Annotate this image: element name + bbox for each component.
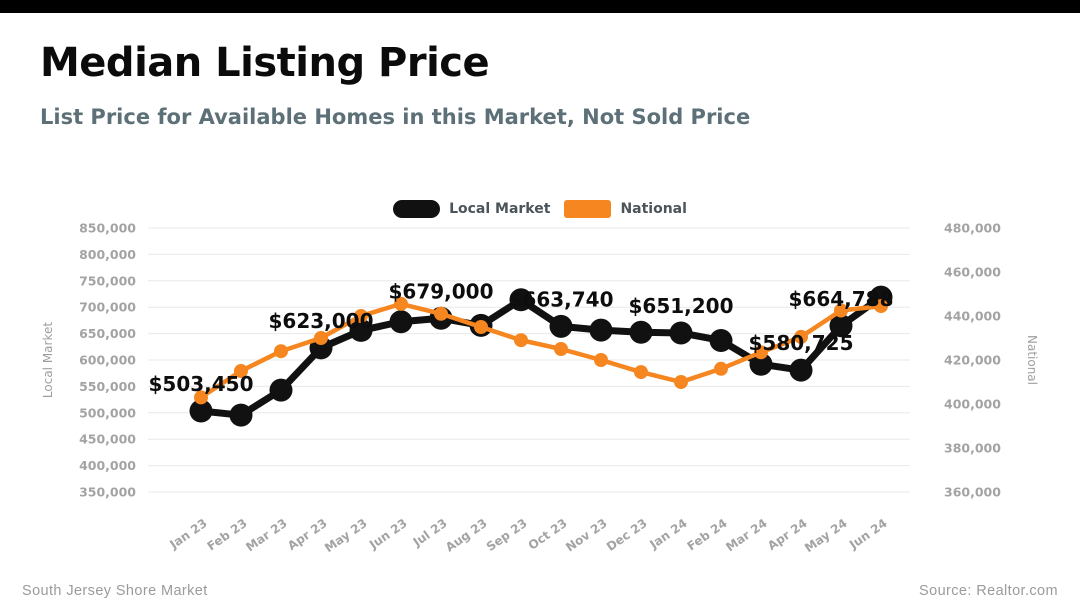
right-axis-tick-label: 380,000	[944, 441, 1001, 456]
national-point	[634, 365, 648, 380]
left-axis-tick-label: 850,000	[79, 221, 136, 236]
x-axis-tick-label: Jun 24	[846, 516, 890, 552]
left-axis-tick-label: 550,000	[79, 379, 136, 394]
left-axis-tick-label: 700,000	[79, 300, 136, 315]
left-axis-tick-label: 750,000	[79, 273, 136, 288]
footer-source-label: Source: Realtor.com	[919, 583, 1058, 599]
data-label: $663,740	[508, 287, 613, 311]
national-line	[198, 301, 884, 400]
x-axis-tick-label: Dec 23	[604, 516, 650, 554]
legend-label-local-market: Local Market	[449, 201, 551, 217]
right-axis-tick-label: 440,000	[944, 309, 1001, 324]
left-axis-tick-label: 450,000	[79, 432, 136, 447]
local-market-point	[669, 321, 693, 345]
legend-item-local-market: Local Market	[393, 200, 550, 218]
chart-legend: Local Market National	[0, 200, 1080, 218]
national-point	[394, 296, 408, 311]
national-point	[714, 361, 728, 376]
left-axis-tick-label: 650,000	[79, 326, 136, 341]
page-title: Median Listing Price	[40, 40, 490, 86]
local-market-point	[789, 358, 813, 382]
legend-label-national: National	[620, 201, 687, 217]
local-market-point	[549, 314, 573, 338]
national-swatch-icon	[564, 200, 612, 218]
local-market-point	[269, 378, 293, 402]
local-market-point	[189, 399, 213, 423]
local-market-swatch-icon	[393, 200, 441, 218]
footer: South Jersey Shore Market Source: Realto…	[0, 583, 1080, 599]
left-axis-tick-label: 350,000	[79, 485, 136, 500]
top-bar	[0, 0, 1080, 13]
x-axis-tick-label: Apr 24	[765, 516, 810, 553]
data-label: $679,000	[388, 279, 493, 303]
national-point	[754, 345, 768, 360]
footer-market-label: South Jersey Shore Market	[22, 583, 208, 599]
x-axis-tick-label: May 24	[802, 516, 850, 555]
left-axis-tick-label: 600,000	[79, 353, 136, 368]
national-point	[834, 303, 848, 318]
x-axis-tick-label: Jan 23	[166, 516, 209, 552]
data-label: $503,450	[148, 372, 253, 396]
x-axis-tick-label: Jun 23	[366, 516, 410, 552]
national-point	[554, 342, 568, 356]
local-market-point	[749, 352, 773, 376]
right-axis-tick-label: 400,000	[944, 397, 1001, 412]
local-market-point	[589, 318, 613, 342]
x-axis-tick-label: Apr 23	[285, 516, 330, 553]
x-axis-tick-label: May 23	[322, 516, 370, 555]
national-point	[874, 299, 888, 314]
national-point	[434, 306, 448, 321]
data-label: $651,200	[628, 294, 733, 318]
local-market-point	[509, 288, 533, 312]
local-market-point	[229, 403, 253, 427]
national-point	[234, 364, 248, 378]
data-label: $664,788	[788, 287, 893, 311]
left-axis-tick-label: 400,000	[79, 458, 136, 473]
left-axis-title: Local Market	[41, 322, 55, 398]
national-point	[274, 344, 288, 359]
right-axis-tick-label: 360,000	[944, 485, 1001, 500]
national-point	[314, 331, 328, 345]
right-axis-tick-label: 460,000	[944, 265, 1001, 280]
x-axis-tick-label: Feb 23	[205, 516, 250, 553]
legend-item-national: National	[564, 200, 687, 218]
x-axis-tick-label: Mar 24	[723, 516, 769, 554]
x-axis-tick-label: Sep 23	[484, 516, 530, 554]
x-axis-tick-label: Jan 24	[646, 516, 689, 552]
data-label: $623,000	[268, 309, 373, 333]
national-point	[194, 390, 208, 405]
national-point	[674, 375, 688, 389]
national-point	[474, 320, 488, 334]
national-point	[794, 329, 808, 344]
local-market-point	[629, 320, 653, 344]
data-label: $580,725	[748, 331, 853, 355]
x-axis-tick-label: Aug 23	[443, 516, 490, 555]
left-axis-tick-label: 800,000	[79, 247, 136, 262]
x-axis-tick-label: Nov 23	[563, 516, 610, 554]
right-axis-tick-label: 480,000	[944, 221, 1001, 236]
right-axis-tick-label: 420,000	[944, 353, 1001, 368]
national-point	[354, 309, 368, 323]
right-axis-title: National	[1025, 335, 1039, 385]
x-axis-tick-label: Oct 23	[526, 516, 570, 553]
local-market-point	[389, 310, 413, 334]
left-axis-tick-label: 500,000	[79, 405, 136, 420]
page-subtitle: List Price for Available Homes in this M…	[40, 105, 751, 129]
national-point	[594, 353, 608, 367]
national-point	[514, 333, 528, 348]
local-market-point	[829, 314, 853, 338]
local-market-point	[349, 318, 373, 342]
x-axis-tick-label: Mar 23	[243, 516, 289, 554]
local-market-point	[709, 328, 733, 352]
x-axis-tick-label: Feb 24	[685, 516, 730, 553]
